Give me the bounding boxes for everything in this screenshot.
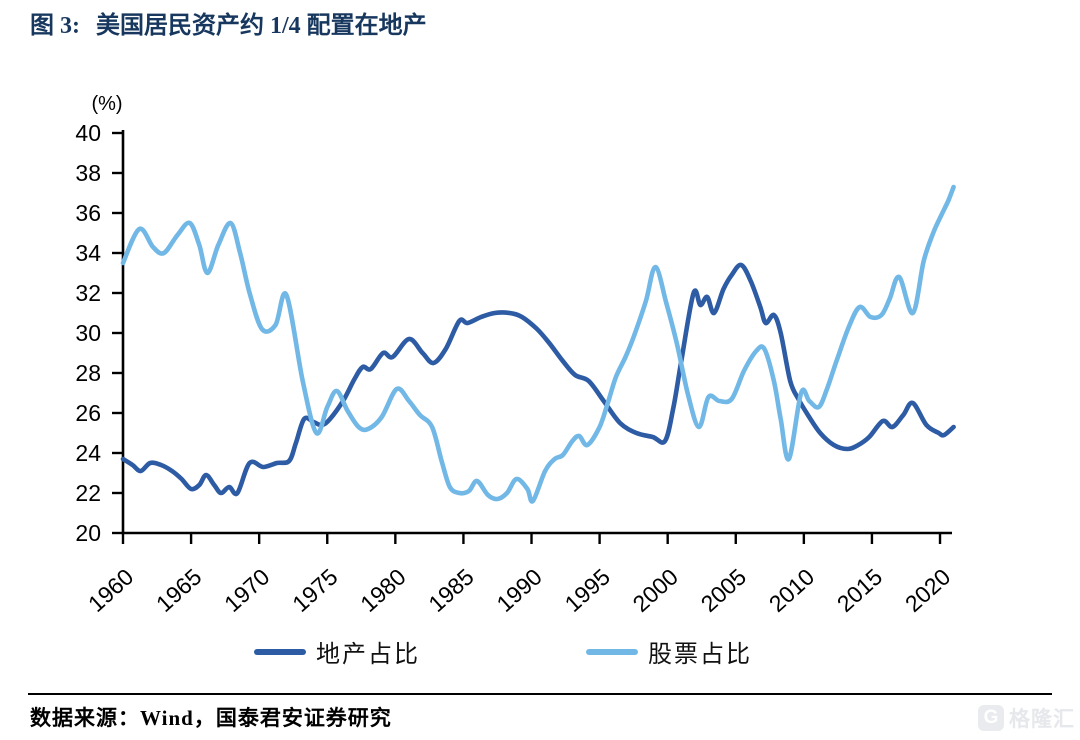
legend-item-real-estate: 地产占比 [254,634,420,669]
y-tick-label: 22 [75,480,101,506]
x-tick-label: 2020 [900,563,955,617]
y-tick-label: 34 [75,240,101,266]
legend-label-stocks: 股票占比 [648,642,752,668]
legend-swatch-stocks [586,648,638,655]
x-tick-label: 2000 [628,563,683,617]
y-tick-label: 20 [75,520,101,546]
legend-label-real-estate: 地产占比 [316,642,420,668]
x-tick-label: 1965 [151,563,206,617]
watermark: G 格隆汇 [978,703,1075,733]
watermark-text: 格隆汇 [1009,708,1075,731]
y-tick-label: 40 [75,120,101,146]
x-tick-label: 1960 [83,563,138,617]
chart-title: 图 3: 美国居民资产约 1/4 配置在地产 [30,5,427,40]
x-tick-label: 1980 [355,563,410,617]
legend-swatch-real-estate [254,648,306,655]
x-tick-label: 1970 [219,563,274,617]
y-tick-label: 38 [75,160,101,186]
y-tick-label: 36 [75,200,101,226]
x-tick-label: 2015 [832,563,887,617]
figure-label: 图 3: [30,13,80,39]
y-tick-label: 30 [75,320,101,346]
y-tick-label: 28 [75,360,101,386]
y-axis-unit-label: (%) [91,93,122,115]
legend-item-stocks: 股票占比 [586,634,752,669]
y-tick-label: 32 [75,280,101,306]
y-tick-label: 26 [75,400,101,426]
watermark-logo-icon: G [978,705,1004,731]
x-tick-label: 1975 [287,563,342,617]
x-tick-label: 1990 [491,563,546,617]
y-tick-label: 24 [75,440,101,466]
chart-title-text: 美国居民资产约 1/4 配置在地产 [96,13,427,39]
data-source-text: 数据来源：Wind，国泰君安证券研究 [30,706,392,730]
x-tick-label: 1985 [423,563,478,617]
divider-line [28,693,1052,695]
x-tick-label: 1995 [560,563,615,617]
series-line-real-estate [120,262,956,497]
x-tick-label: 2010 [764,563,819,617]
series-line-stocks [120,184,956,504]
x-tick-label: 2005 [696,563,751,617]
